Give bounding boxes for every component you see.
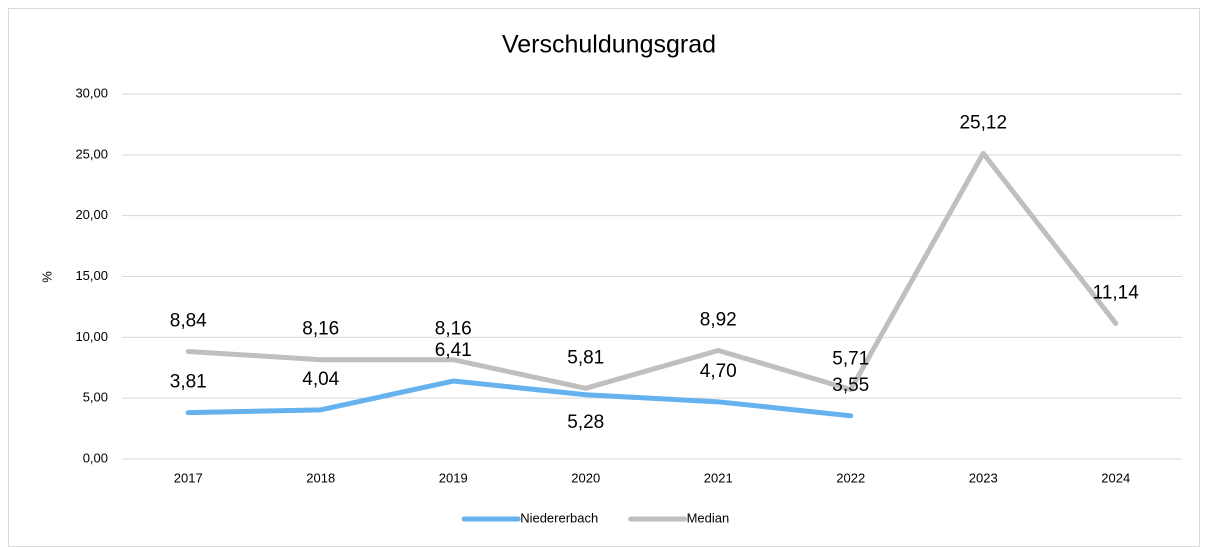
y-tick-label: 5,00 bbox=[83, 390, 108, 405]
y-tick-label: 0,00 bbox=[83, 450, 108, 465]
data-label: 6,41 bbox=[435, 340, 472, 361]
legend-label: Median bbox=[687, 510, 730, 525]
data-label: 8,84 bbox=[170, 310, 207, 331]
data-label: 3,55 bbox=[832, 375, 869, 396]
chart-title: Verschuldungsgrad bbox=[502, 31, 716, 59]
x-tick-label: 2021 bbox=[704, 470, 733, 485]
legend-label: Niedererbach bbox=[520, 510, 598, 525]
y-tick-label: 20,00 bbox=[75, 207, 108, 222]
data-label: 5,28 bbox=[567, 412, 604, 433]
x-tick-label: 2023 bbox=[969, 470, 998, 485]
y-tick-label: 15,00 bbox=[75, 268, 108, 283]
data-label: 4,04 bbox=[302, 369, 339, 390]
series-line bbox=[185, 150, 1119, 393]
data-label: 8,92 bbox=[700, 309, 737, 330]
x-tick-label: 2020 bbox=[571, 470, 600, 485]
y-axis-label: % bbox=[39, 271, 54, 283]
chart-frame bbox=[8, 8, 1200, 547]
data-label: 11,14 bbox=[1093, 282, 1140, 303]
data-label: 5,81 bbox=[567, 347, 604, 368]
data-label: 8,16 bbox=[302, 319, 339, 340]
y-tick-label: 10,00 bbox=[75, 329, 108, 344]
x-tick-label: 2022 bbox=[836, 470, 865, 485]
y-tick-label: 30,00 bbox=[75, 85, 108, 100]
x-tick-label: 2024 bbox=[1101, 470, 1130, 485]
y-tick-label: 25,00 bbox=[75, 146, 108, 161]
data-label: 25,12 bbox=[959, 112, 1007, 133]
data-label: 3,81 bbox=[170, 372, 207, 393]
data-label: 8,16 bbox=[435, 319, 472, 340]
data-label: 4,70 bbox=[700, 361, 737, 382]
x-tick-label: 2018 bbox=[306, 470, 335, 485]
data-label: 5,71 bbox=[832, 349, 869, 370]
x-tick-label: 2019 bbox=[439, 470, 468, 485]
series-line bbox=[185, 378, 854, 419]
x-tick-label: 2017 bbox=[174, 470, 203, 485]
